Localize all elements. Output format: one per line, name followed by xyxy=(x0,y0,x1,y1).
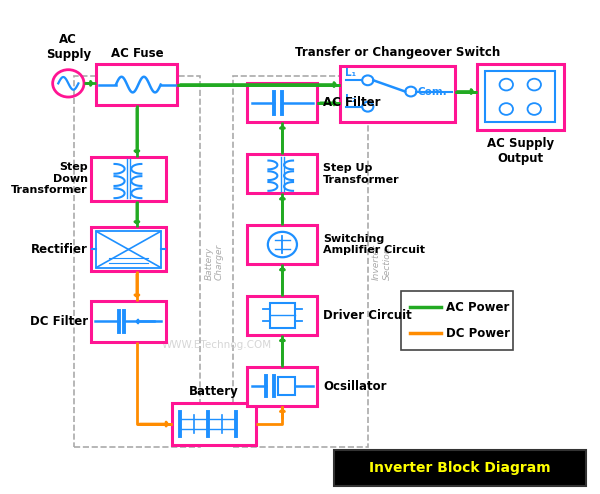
Text: WWW.ETechnog.COM: WWW.ETechnog.COM xyxy=(161,340,272,350)
Text: DC Filter: DC Filter xyxy=(30,315,88,328)
Text: Com.: Com. xyxy=(418,86,448,96)
Text: Ocsillator: Ocsillator xyxy=(323,380,386,393)
Text: Battery: Battery xyxy=(189,385,239,399)
FancyBboxPatch shape xyxy=(477,64,563,130)
FancyBboxPatch shape xyxy=(247,154,317,193)
FancyBboxPatch shape xyxy=(247,83,317,123)
Text: L₁: L₁ xyxy=(346,68,356,78)
Text: Inverter
Section: Inverter Section xyxy=(372,244,392,280)
Text: Driver Circuit: Driver Circuit xyxy=(323,309,412,322)
Text: AC Filter: AC Filter xyxy=(323,96,380,109)
FancyBboxPatch shape xyxy=(91,301,166,342)
FancyBboxPatch shape xyxy=(247,367,317,406)
FancyBboxPatch shape xyxy=(172,403,256,445)
Text: DC Power: DC Power xyxy=(446,327,510,340)
Text: AC Supply
Output: AC Supply Output xyxy=(487,137,554,165)
FancyBboxPatch shape xyxy=(97,231,161,268)
Text: AC
Supply: AC Supply xyxy=(46,34,91,61)
FancyBboxPatch shape xyxy=(247,296,317,335)
Text: Step Up
Transformer: Step Up Transformer xyxy=(323,163,400,185)
FancyBboxPatch shape xyxy=(97,64,178,105)
FancyBboxPatch shape xyxy=(270,303,295,328)
FancyBboxPatch shape xyxy=(334,450,586,486)
FancyBboxPatch shape xyxy=(247,225,317,264)
Text: Battery
Charger: Battery Charger xyxy=(205,244,224,280)
Text: Rectifier: Rectifier xyxy=(31,243,88,256)
FancyBboxPatch shape xyxy=(401,291,513,350)
FancyBboxPatch shape xyxy=(91,227,166,271)
FancyBboxPatch shape xyxy=(278,377,295,395)
Text: AC Power: AC Power xyxy=(446,301,509,314)
Text: L₂: L₂ xyxy=(346,94,356,104)
FancyBboxPatch shape xyxy=(340,66,455,123)
Text: Step
Down
Transformer: Step Down Transformer xyxy=(11,162,88,195)
FancyBboxPatch shape xyxy=(485,71,555,123)
FancyBboxPatch shape xyxy=(91,157,166,201)
Text: Inverter Block Diagram: Inverter Block Diagram xyxy=(369,461,551,475)
Text: Switching
Amplifier Circuit: Switching Amplifier Circuit xyxy=(323,234,425,255)
Text: AC Fuse: AC Fuse xyxy=(110,47,163,60)
Text: Transfer or Changeover Switch: Transfer or Changeover Switch xyxy=(295,46,500,59)
